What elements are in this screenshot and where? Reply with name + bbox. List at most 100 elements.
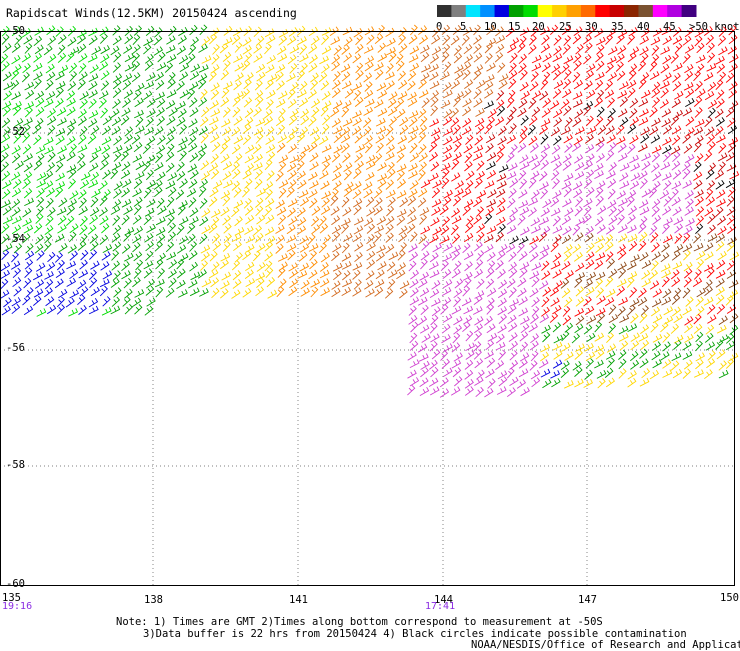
wind-barb <box>452 195 462 207</box>
wind-barb <box>234 153 243 164</box>
wind-barb <box>692 277 703 287</box>
wind-barb <box>199 233 208 245</box>
wind-barb <box>528 44 537 55</box>
wind-barb <box>529 235 540 245</box>
wind-barb <box>255 205 264 217</box>
wind-barb <box>321 90 331 101</box>
wind-barb <box>385 224 394 235</box>
wind-barb <box>33 52 43 63</box>
wind-barb <box>407 351 417 361</box>
wind-barb <box>508 261 518 272</box>
wind-barb <box>505 114 514 126</box>
wind-barb <box>55 80 66 90</box>
wind-barb <box>101 307 112 316</box>
wind-barb <box>231 126 241 137</box>
wind-barb <box>615 53 625 64</box>
wind-barb <box>442 279 453 289</box>
wind-barb <box>11 303 21 315</box>
wind-barb <box>474 241 483 252</box>
wind-barb <box>454 91 465 101</box>
wind-barb <box>473 52 483 63</box>
wind-barb <box>409 359 420 369</box>
wind-barb <box>245 234 256 244</box>
wind-barb <box>660 46 670 55</box>
wind-barb <box>618 297 628 306</box>
wind-barb <box>135 125 145 135</box>
wind-barb <box>198 186 207 198</box>
wind-barb <box>418 161 428 172</box>
wind-barb <box>210 82 220 92</box>
wind-barb <box>2 215 13 225</box>
wind-barb <box>718 334 729 344</box>
wind-barb <box>121 107 131 117</box>
wind-barb <box>88 98 97 109</box>
wind-barb <box>24 101 35 110</box>
wind-barb <box>572 224 581 236</box>
wind-barb <box>486 357 496 368</box>
wind-barb <box>395 98 405 109</box>
wind-barb <box>429 71 439 81</box>
wind-barb <box>99 285 108 297</box>
wind-barb <box>278 187 287 199</box>
wind-barb <box>44 233 53 244</box>
wind-barb <box>232 270 242 281</box>
wind-barb <box>374 286 384 297</box>
wind-barb <box>682 368 691 379</box>
wind-barb <box>35 97 45 108</box>
wind-barb <box>508 268 518 279</box>
wind-barb <box>418 169 426 181</box>
wind-barb <box>509 359 519 370</box>
wind-barb <box>34 279 45 289</box>
wind-barb <box>199 216 209 227</box>
wind-barb <box>276 80 285 91</box>
wind-barb <box>143 260 154 270</box>
wind-barb <box>508 332 518 342</box>
wind-barb <box>45 91 56 101</box>
wind-barb <box>12 178 22 189</box>
wind-barb <box>22 124 31 135</box>
wind-barb <box>68 231 77 243</box>
wind-barb <box>24 43 33 54</box>
wind-barb <box>44 287 53 298</box>
wind-barb <box>574 349 583 360</box>
wind-barb <box>298 251 308 262</box>
wind-barb <box>55 87 64 98</box>
wind-barb <box>417 343 428 353</box>
wind-barb <box>275 71 284 82</box>
wind-barb <box>155 226 166 236</box>
wind-barb <box>682 53 691 64</box>
wind-barb <box>486 323 496 334</box>
wind-barb <box>509 123 517 135</box>
wind-barb <box>277 134 288 144</box>
wind-barb <box>199 88 208 100</box>
wind-barb <box>641 160 651 171</box>
wind-barb <box>56 296 65 308</box>
wind-barb <box>341 252 352 262</box>
wind-barb <box>484 53 493 64</box>
wind-barb <box>110 168 119 180</box>
wind-barb <box>729 53 739 63</box>
wind-barb <box>442 269 452 279</box>
wind-barb <box>530 350 539 362</box>
wind-barb <box>695 352 706 362</box>
wind-barb <box>441 358 451 369</box>
wind-barb <box>189 97 198 108</box>
wind-barb <box>43 241 52 252</box>
wind-barb <box>177 35 187 45</box>
wind-barb <box>199 288 209 297</box>
wind-barb <box>715 233 726 243</box>
lon-label-150: 150 <box>720 592 739 604</box>
wind-barb <box>410 269 420 280</box>
wind-barb <box>453 96 461 108</box>
wind-barb <box>695 359 704 370</box>
wind-barb <box>462 271 473 281</box>
wind-barb <box>641 188 652 198</box>
wind-barb <box>319 223 329 234</box>
wind-barb <box>365 171 375 181</box>
wind-barb <box>112 35 122 46</box>
wind-barb <box>706 133 716 145</box>
wind-barb <box>121 161 131 172</box>
wind-barb <box>695 340 703 352</box>
wind-barb <box>716 189 726 199</box>
wind-barb <box>385 80 395 90</box>
